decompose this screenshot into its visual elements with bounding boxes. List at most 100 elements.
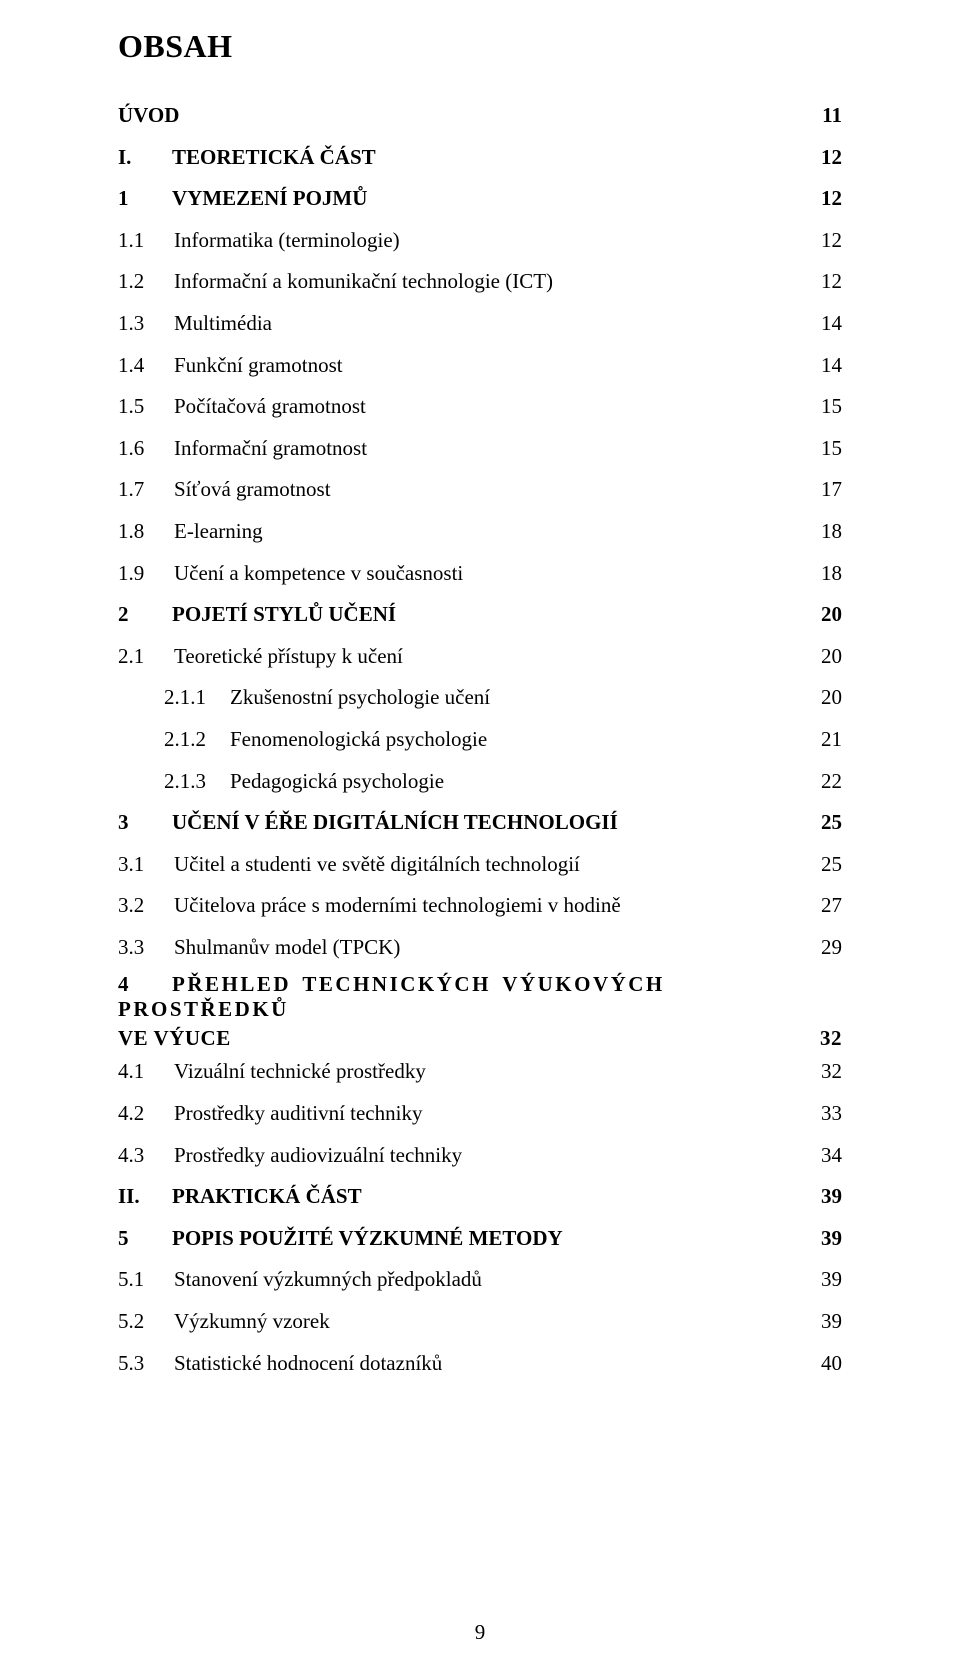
toc-entry-text: Stanovení výzkumných předpokladů xyxy=(174,1263,482,1297)
toc-entry-page: 14 xyxy=(808,349,842,383)
toc-entry-text: Počítačová gramotnost xyxy=(174,390,366,424)
toc-entry-text: Multimédia xyxy=(174,307,272,341)
toc-entry-text: Učitelova práce s moderními technologiem… xyxy=(174,889,621,923)
toc-entry-line1: 4PŘEHLED TECHNICKÝCH VÝUKOVÝCH PROSTŘEDK… xyxy=(118,972,842,1022)
toc-entry: 2POJETÍ STYLŮ UČENÍ20 xyxy=(118,598,842,632)
toc-entry-number: 1.3 xyxy=(118,307,174,341)
toc-entry-number: 5.3 xyxy=(118,1347,174,1381)
toc-entry: 1.9Učení a kompetence v současnosti18 xyxy=(118,557,842,591)
toc-entry-page: 39 xyxy=(808,1263,842,1297)
toc-entry: 2.1.3Pedagogická psychologie 22 xyxy=(118,765,842,799)
toc-entry: 4.1Vizuální technické prostředky 32 xyxy=(118,1055,842,1089)
toc-entry-page: 20 xyxy=(808,598,842,632)
toc-entry-page: 39 xyxy=(808,1180,842,1214)
toc-entry-number: 2.1.3 xyxy=(164,765,230,799)
toc-entry-text: ÚVOD xyxy=(118,99,179,133)
toc-entry-number: I. xyxy=(118,141,172,175)
toc-entry-text: Teoretické přístupy k učení xyxy=(174,640,403,674)
toc-entry-number: 1.7 xyxy=(118,473,174,507)
toc-entry-text: PŘEHLED TECHNICKÝCH VÝUKOVÝCH PROSTŘEDKŮ xyxy=(118,972,665,1021)
toc-entry-page: 15 xyxy=(808,390,842,424)
toc-entry-text: Prostředky auditivní techniky xyxy=(174,1097,422,1131)
toc-entry-text: Síťová gramotnost xyxy=(174,473,331,507)
toc-entry-number: 2.1 xyxy=(118,640,174,674)
toc-entry: 1.3Multimédia 14 xyxy=(118,307,842,341)
toc-entry: 1.4Funkční gramotnost14 xyxy=(118,349,842,383)
toc-entry-page: 39 xyxy=(808,1222,842,1256)
toc-entry: ÚVOD11 xyxy=(118,99,842,133)
toc-entry-page: 25 xyxy=(808,848,842,882)
document-page: OBSAH ÚVOD11I.TEORETICKÁ ČÁST121VYMEZENÍ… xyxy=(0,0,960,1665)
toc-entry-page: 15 xyxy=(808,432,842,466)
toc-entry-page: 17 xyxy=(808,473,842,507)
toc-entry-page: 18 xyxy=(808,515,842,549)
toc-entry-text: Informační gramotnost xyxy=(174,432,367,466)
toc-entry-page: 12 xyxy=(808,141,842,175)
toc-entry-page: 32 xyxy=(808,1055,842,1089)
toc-entry: 5.1Stanovení výzkumných předpokladů39 xyxy=(118,1263,842,1297)
toc-entry-page: 22 xyxy=(808,765,842,799)
document-title: OBSAH xyxy=(118,28,842,65)
toc-entry-text: Shulmanův model (TPCK) xyxy=(174,931,400,965)
toc-entry-text: Výzkumný vzorek xyxy=(174,1305,330,1339)
toc-entry-page: 40 xyxy=(808,1347,842,1381)
toc-entry-page: 14 xyxy=(808,307,842,341)
toc-entry-text: Učení a kompetence v současnosti xyxy=(174,557,463,591)
toc-entry-page: 39 xyxy=(808,1305,842,1339)
toc-entry-text: Fenomenologická psychologie xyxy=(230,723,487,757)
toc-entry-text: UČENÍ V ÉŘE DIGITÁLNÍCH TECHNOLOGIÍ xyxy=(172,806,618,840)
toc-entry-text: Zkušenostní psychologie učení xyxy=(230,681,490,715)
toc-entry-page: 12 xyxy=(808,224,842,258)
toc-entry: 1.7Síťová gramotnost 17 xyxy=(118,473,842,507)
toc-entry: 1.5Počítačová gramotnost 15 xyxy=(118,390,842,424)
toc-entry-page: 32 xyxy=(808,1026,842,1051)
toc-entry: 5POPIS POUŽITÉ VÝZKUMNÉ METODY39 xyxy=(118,1222,842,1256)
toc-entry-number: 3.1 xyxy=(118,848,174,882)
toc-entry: I.TEORETICKÁ ČÁST 12 xyxy=(118,141,842,175)
toc-entry-page: 27 xyxy=(808,889,842,923)
toc-entry: 3.1Učitel a studenti ve světě digitálníc… xyxy=(118,848,842,882)
toc-entry-number: 3 xyxy=(118,806,172,840)
toc-entry-page: 29 xyxy=(808,931,842,965)
toc-entry: 4.2Prostředky auditivní techniky 33 xyxy=(118,1097,842,1131)
toc-entry: 3.2Učitelova práce s moderními technolog… xyxy=(118,889,842,923)
toc-entry-number: 1.5 xyxy=(118,390,174,424)
toc-entry-page: 12 xyxy=(808,182,842,216)
toc-entry-number: 2 xyxy=(118,598,172,632)
toc-entry-text: Pedagogická psychologie xyxy=(230,765,444,799)
toc-entry: 1.2Informační a komunikační technologie … xyxy=(118,265,842,299)
toc-entry-page: 34 xyxy=(808,1139,842,1173)
toc-entry: 2.1.1Zkušenostní psychologie učení20 xyxy=(118,681,842,715)
toc-entry-number: 2.1.2 xyxy=(164,723,230,757)
toc-entry: 1.8E-learning18 xyxy=(118,515,842,549)
toc-entry-number: 1.8 xyxy=(118,515,174,549)
toc-entry-page: 12 xyxy=(808,265,842,299)
toc-entry: 1.1Informatika (terminologie)12 xyxy=(118,224,842,258)
toc-entry-number: 4.2 xyxy=(118,1097,174,1131)
toc-entry-text: Statistické hodnocení dotazníků xyxy=(174,1347,442,1381)
toc-entry: 2.1Teoretické přístupy k učení 20 xyxy=(118,640,842,674)
toc-entry: 2.1.2Fenomenologická psychologie 21 xyxy=(118,723,842,757)
toc-entry-number: 4 xyxy=(118,972,172,997)
toc-entry-page: 20 xyxy=(808,640,842,674)
toc-entry: 1.6Informační gramotnost 15 xyxy=(118,432,842,466)
toc-entry-number: 1.6 xyxy=(118,432,174,466)
toc-entry-number: 4.3 xyxy=(118,1139,174,1173)
toc-entry-text: TEORETICKÁ ČÁST xyxy=(172,141,376,175)
toc-entry-number: 3.2 xyxy=(118,889,174,923)
toc-entry-text: Informatika (terminologie) xyxy=(174,224,400,258)
toc-entry-number: 4.1 xyxy=(118,1055,174,1089)
toc-entry-number: 5 xyxy=(118,1222,172,1256)
toc-entry-page: 33 xyxy=(808,1097,842,1131)
toc-entry-number: 3.3 xyxy=(118,931,174,965)
toc-entry-text: Funkční gramotnost xyxy=(174,349,343,383)
toc-entry-text: Prostředky audiovizuální techniky xyxy=(174,1139,462,1173)
toc-entry-page: 20 xyxy=(808,681,842,715)
toc-entry-number: II. xyxy=(118,1180,172,1214)
toc-entry-text: Informační a komunikační technologie (IC… xyxy=(174,265,553,299)
toc-entry-line2: VE VÝUCE32 xyxy=(118,1026,842,1051)
toc-entry-number: 1.2 xyxy=(118,265,174,299)
toc-entry-page: 21 xyxy=(808,723,842,757)
toc-entry-text: Vizuální technické prostředky xyxy=(174,1055,426,1089)
toc-entry: 4.3Prostředky audiovizuální techniky 34 xyxy=(118,1139,842,1173)
